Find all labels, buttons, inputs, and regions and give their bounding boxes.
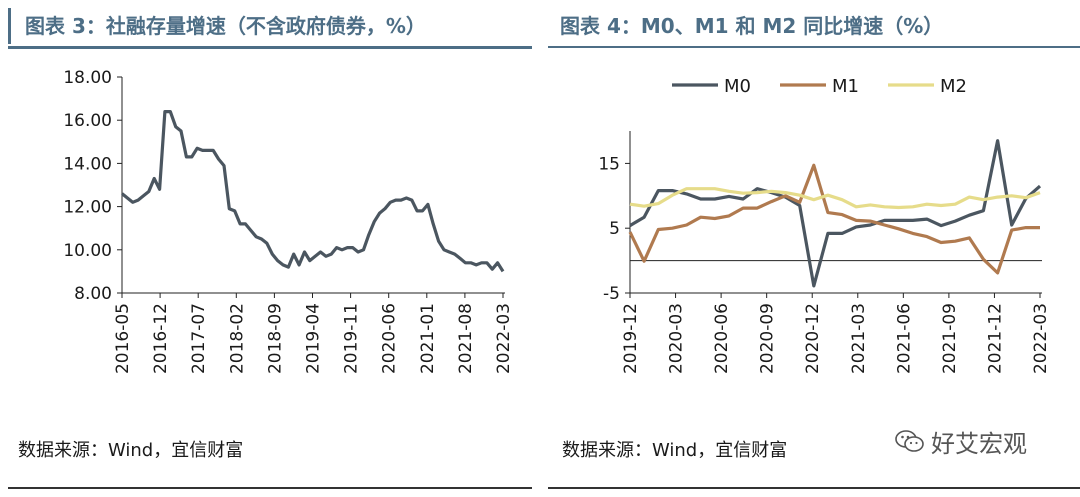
x-tick-label: 2020-06: [712, 303, 732, 374]
series-line-m0: [629, 139, 1042, 288]
watermark: 好艾宏观: [895, 424, 1027, 461]
right-footer-rule: [548, 487, 1080, 489]
x-tick-label: 2022-03: [494, 303, 514, 374]
right-title-rule: [548, 46, 1080, 48]
watermark-text: 好艾宏观: [931, 430, 1027, 458]
x-tick-label: 2018-02: [227, 303, 247, 374]
left-footer-rule: [8, 487, 532, 489]
left-title-rule: [8, 46, 532, 49]
x-tick-label: 2021-06: [894, 303, 914, 374]
series-line-m1: [628, 163, 1040, 275]
right-line-chart: -5 5 15 2019-12 2020-03 2020-06 2020-09 2020-12…: [598, 76, 1051, 374]
x-tick-label: 2016-12: [151, 303, 171, 374]
left-line-chart: 8.00 10.00 12.00 14.00 16.00 18.00 2016-05 2016…: [63, 68, 514, 374]
y-tick-label: 12.00: [63, 198, 112, 218]
x-tick-label: 2020-09: [758, 303, 778, 374]
x-tick-label: 2019-04: [304, 303, 324, 374]
x-tick-label: 2020-03: [667, 303, 687, 374]
x-tick-label: 2021-12: [985, 303, 1005, 374]
y-tick-label: 18.00: [63, 68, 112, 88]
y-tick-label: 15: [598, 154, 620, 174]
x-tick-label: 2016-05: [113, 303, 133, 374]
x-tick-label: 2018-09: [265, 303, 285, 374]
y-tick-label: 8.00: [74, 284, 112, 304]
series-line-m2: [629, 187, 1041, 210]
left-chart-title: 图表 3：社融存量增速（不含政府债券，%）: [8, 8, 426, 44]
left-source-note: 数据来源：Wind，宜信财富: [18, 440, 244, 461]
x-tick-label: 2019-11: [342, 303, 362, 374]
right-chart-title: 图表 4：M0、M1 和 M2 同比增速（%）: [560, 14, 944, 38]
chart-panel-left: 图表 3：社融存量增速（不含政府债券，%） 8.00 10.00 12.00 14.0…: [8, 8, 532, 489]
y-tick-label: 14.00: [63, 154, 112, 174]
x-tick-label: 2022-03: [1031, 303, 1051, 374]
chart-panel-right: 图表 4：M0、M1 和 M2 同比增速（%） -5 5 15 2019-12 2020…: [548, 0, 1080, 497]
y-tick-label: 16.00: [63, 111, 112, 131]
right-source-note: 数据来源：Wind，宜信财富: [562, 440, 788, 461]
y-tick-label: 5: [609, 219, 620, 239]
x-tick-label: 2021-08: [456, 303, 476, 374]
legend-label: M0: [724, 76, 751, 97]
x-tick-label: 2020-12: [803, 303, 823, 374]
wechat-icon: [895, 429, 925, 461]
y-tick-label: -5: [603, 284, 620, 304]
x-tick-label: 2020-06: [380, 303, 400, 374]
x-tick-label: 2019-12: [621, 303, 641, 374]
x-tick-label: 2021-01: [418, 303, 438, 374]
x-tick-label: 2021-09: [940, 303, 960, 374]
legend-label: M2: [940, 76, 967, 97]
x-tick-label: 2017-07: [189, 303, 209, 374]
x-tick-label: 2021-03: [849, 303, 869, 374]
series-line-0: [120, 109, 505, 273]
y-tick-label: 10.00: [63, 241, 112, 261]
legend-label: M1: [832, 76, 859, 97]
